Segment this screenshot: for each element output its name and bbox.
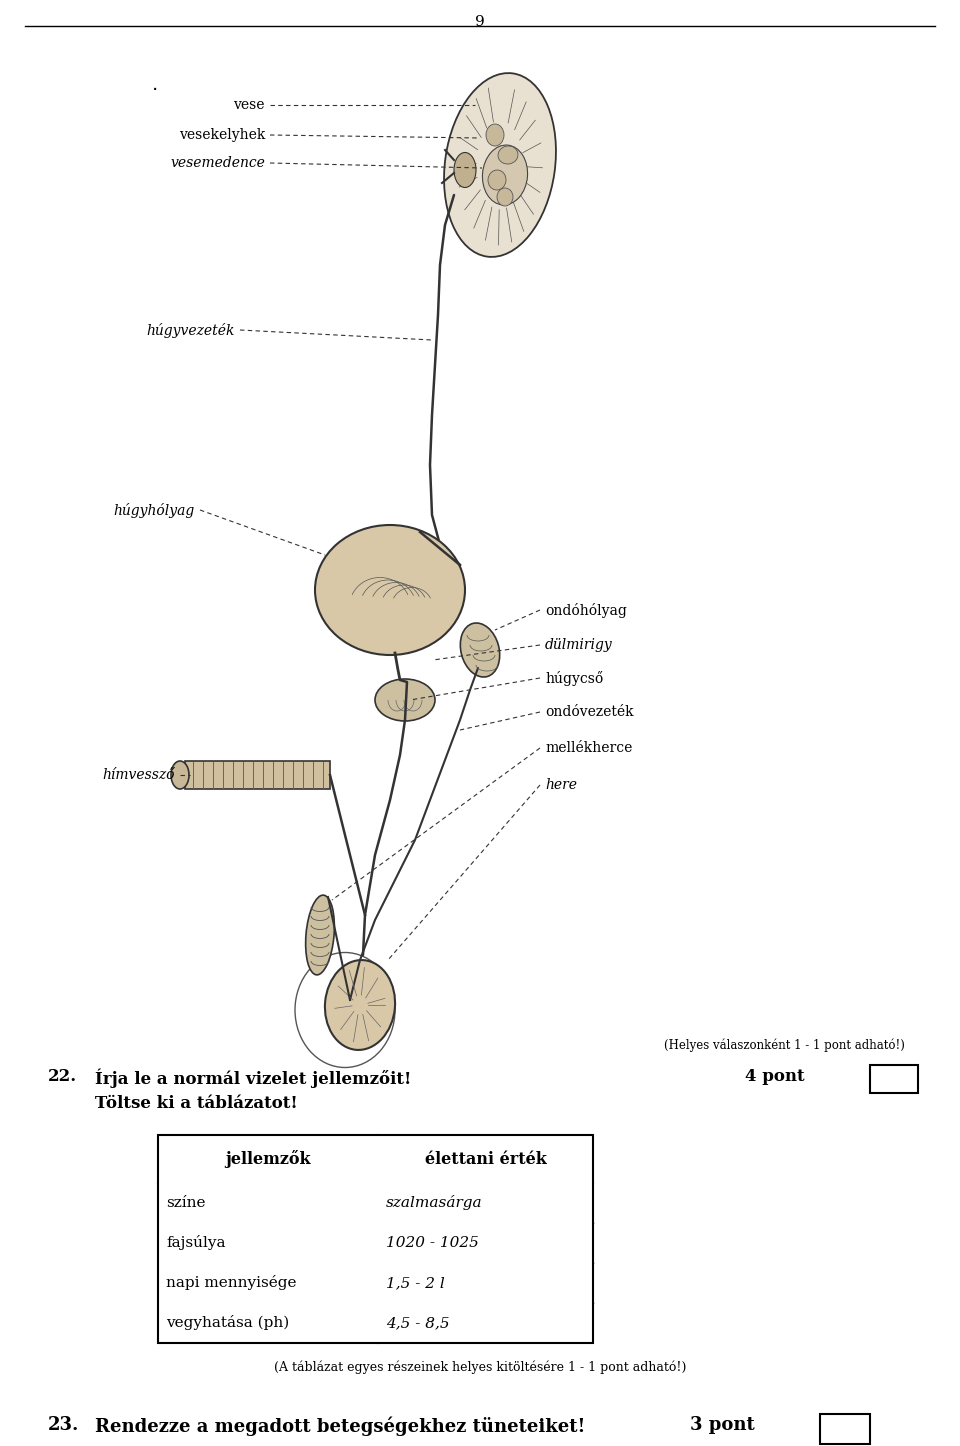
Text: színe: színe [166,1196,205,1210]
Text: .: . [152,75,158,94]
Bar [820,1414,870,1445]
Text: napi mennyisége: napi mennyisége [166,1275,297,1290]
Text: 23.: 23. [48,1416,80,1434]
Text: jellemzők: jellemzők [226,1150,311,1168]
Text: vese: vese [233,98,265,111]
Bar [158,1135,593,1343]
Text: vegyhatása (ph): vegyhatása (ph) [166,1316,289,1330]
Ellipse shape [171,761,189,790]
Text: vesemedence: vesemedence [170,156,265,171]
Ellipse shape [375,680,435,722]
Text: (Helyes válaszonként 1 - 1 pont adható!): (Helyes válaszonként 1 - 1 pont adható!) [664,1038,905,1053]
Text: húgyvezeték: húgyvezeték [147,322,235,337]
Ellipse shape [486,124,504,146]
Ellipse shape [497,188,513,205]
Text: Töltse ki a táblázatot!: Töltse ki a táblázatot! [95,1095,298,1112]
Text: mellékherce: mellékherce [545,740,633,755]
Ellipse shape [460,623,500,677]
Text: dülmirigy: dülmirigy [545,638,612,652]
Text: 1,5 - 2 l: 1,5 - 2 l [386,1275,444,1290]
Text: szalmasárga: szalmasárga [386,1196,483,1210]
Text: 9: 9 [475,14,485,29]
Bar [870,1066,918,1093]
Ellipse shape [454,152,476,188]
Ellipse shape [324,960,396,1050]
Ellipse shape [498,146,518,163]
Text: (A táblázat egyes részeinek helyes kitöltésére 1 - 1 pont adható!): (A táblázat egyes részeinek helyes kitöl… [274,1361,686,1375]
Text: fajsúlya: fajsúlya [166,1235,226,1251]
Text: 4,5 - 8,5: 4,5 - 8,5 [386,1316,449,1330]
Text: hímvessző: hímvessző [103,768,175,782]
Ellipse shape [305,895,334,975]
Text: vesekelyhek: vesekelyhek [179,129,265,142]
Text: húgycső: húgycső [545,671,603,685]
Text: Írja le a normál vizelet jellemzőit!: Írja le a normál vizelet jellemzőit! [95,1069,412,1087]
Text: ondóhólyag: ondóhólyag [545,603,627,617]
Ellipse shape [315,525,465,655]
Text: 4 pont: 4 pont [745,1069,804,1084]
Text: élettani érték: élettani érték [424,1151,546,1167]
Ellipse shape [444,74,556,257]
Bar [185,761,330,790]
Text: here: here [545,778,577,792]
Text: Rendezze a megadott betegségekhez tüneteiket!: Rendezze a megadott betegségekhez tünete… [95,1416,586,1436]
Text: 3 pont: 3 pont [690,1416,755,1434]
Ellipse shape [483,145,528,205]
Text: ondóvezeték: ondóvezeték [545,706,634,719]
Text: 22.: 22. [48,1069,77,1084]
Text: húgyhólyag: húgyhólyag [113,503,195,518]
Ellipse shape [488,171,506,189]
Text: 1020 - 1025: 1020 - 1025 [386,1236,479,1249]
